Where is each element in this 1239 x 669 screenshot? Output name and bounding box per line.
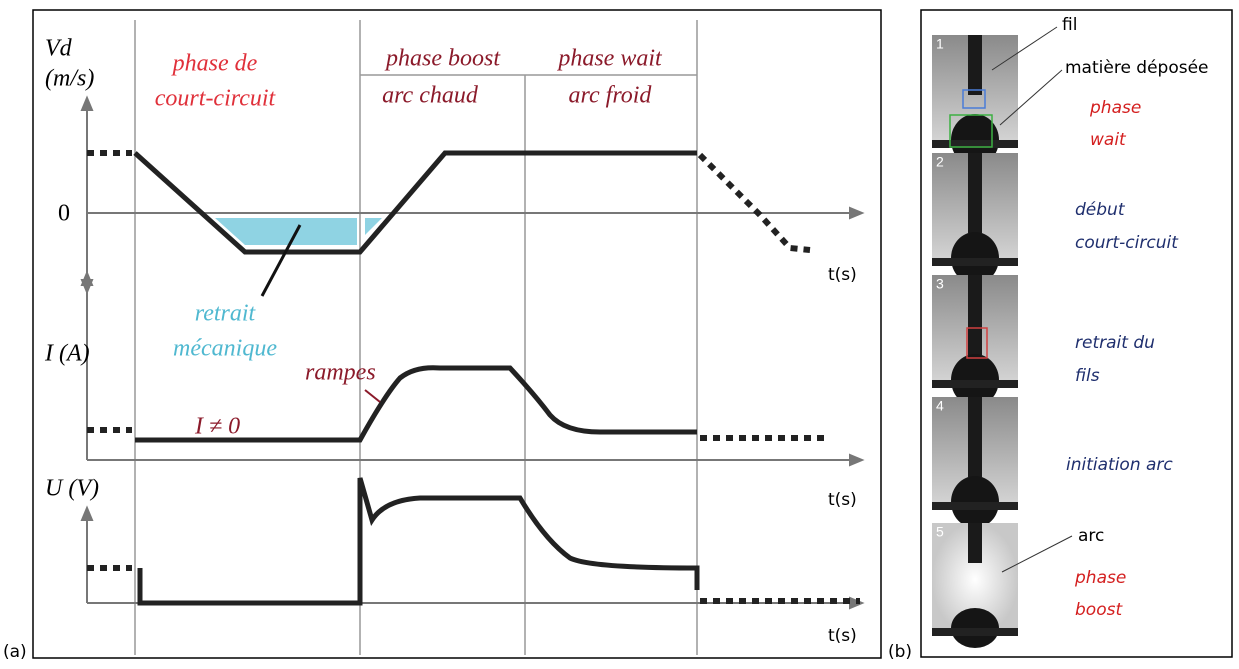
time-label: t(s) [828,490,857,510]
panel-label: (a) [3,642,27,662]
annotation: rampes [305,360,376,386]
phase-detail: arc chaud [382,83,479,109]
frame-number: 3 [936,276,944,292]
photos: 1 2 3 4 5 [932,35,1018,648]
annotation: initiation arc [1066,455,1173,475]
axis-title: U (V) [45,476,99,502]
annotation: retrait [195,301,257,327]
annotation: matière déposée [1065,58,1209,78]
frame-number: 2 [936,154,944,170]
retrait-area [215,218,357,245]
phase-name: phase boost [384,46,501,72]
retrait-area [365,218,382,235]
phase-detail: court-circuit [155,86,277,112]
panel-label: (b) [888,642,912,662]
axis-unit: (m/s) [45,66,94,92]
phase-name: phase wait [556,46,663,72]
dotted-segments [87,150,860,604]
annotation: retrait du [1075,333,1155,353]
pointer [364,389,381,403]
zero-label: 0 [58,201,70,227]
base [932,258,1018,266]
annotation: court-circuit [1075,233,1179,253]
waveforms [133,150,700,606]
leaders [991,26,1073,573]
annotation: début [1075,200,1126,220]
wire [968,397,982,477]
panel-a-frame [32,9,882,659]
highlight [966,327,988,359]
annotation: I ≠ 0 [194,414,240,440]
axis-title: Vd [45,36,73,62]
annotation: arc [1078,526,1104,546]
base [932,628,1018,636]
frame-number: 5 [936,524,944,540]
annotation: phase [1089,98,1141,118]
phase-detail: arc froid [569,83,653,109]
time-label: t(s) [828,265,857,285]
base [932,140,1018,148]
annotation: phase [1074,568,1126,588]
frame-number: 1 [936,36,944,52]
pointer [260,224,302,297]
annotation: fils [1075,366,1100,386]
annotation: boost [1075,600,1123,620]
annotation: mécanique [173,336,277,362]
axis-title: I (A) [44,341,90,367]
highlight [962,89,986,109]
base [932,502,1018,510]
wire [968,35,982,95]
annotation: wait [1090,130,1127,150]
base [932,380,1018,388]
annotation: fil [1062,15,1077,35]
wire [968,275,982,355]
time-label: t(s) [828,626,857,646]
phase-name: phase de [171,51,258,77]
wire [968,153,982,233]
wire [968,523,982,563]
frame-number: 4 [936,398,944,414]
highlight [949,114,993,148]
